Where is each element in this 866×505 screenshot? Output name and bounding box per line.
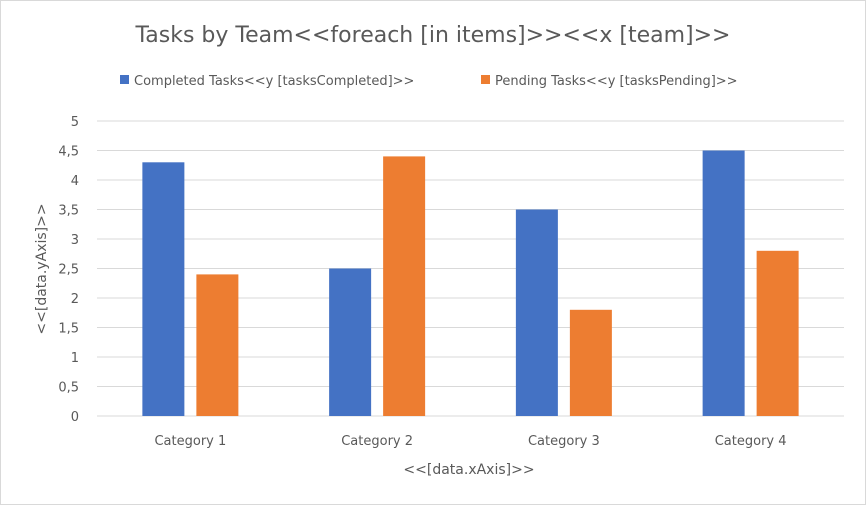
x-tick-label: Category 2 (341, 434, 413, 449)
legend-label-pending: Pending Tasks<<y [tasksPending]>> (495, 74, 738, 89)
bar-series-2-category-4 (756, 250, 799, 416)
y-axis-title: <<[data.yAxis]>> (34, 203, 50, 334)
bar-series-1-category-1 (142, 162, 185, 416)
x-axis-title: <<[data.xAxis]>> (403, 462, 534, 478)
legend-label-completed: Completed Tasks<<y [tasksCompleted]>> (134, 74, 414, 89)
y-tick-label: 1,5 (58, 322, 79, 337)
y-tick-label: 0 (71, 410, 79, 425)
y-tick-label: 1 (71, 351, 79, 366)
x-tick-label: Category 3 (528, 434, 600, 449)
legend-swatch-completed (120, 75, 129, 84)
y-tick-label: 0,5 (58, 381, 79, 396)
y-tick-label: 2,5 (58, 263, 79, 278)
bar-series-2-category-3 (569, 309, 612, 416)
y-tick-label: 4 (71, 174, 79, 189)
bar-series-2-category-2 (383, 156, 426, 416)
x-tick-label: Category 4 (715, 434, 787, 449)
bar-series-1-category-4 (702, 150, 745, 416)
y-tick-label: 3 (71, 233, 79, 248)
legend-swatch-pending (481, 75, 490, 84)
legend: Completed Tasks<<y [tasksCompleted]>> Pe… (120, 74, 738, 89)
x-tick-label: Category 1 (154, 434, 226, 449)
x-axis-tick-labels: Category 1 Category 2 Category 3 Category 4 (154, 434, 786, 449)
chart-title: Tasks by Team<<foreach [in items]>><<x [… (135, 23, 731, 48)
y-axis-tick-labels: 0 0,5 1 1,5 2 2,5 3 3,5 4 4,5 5 (58, 115, 79, 425)
bar-series-1-category-3 (515, 209, 558, 416)
bar-series-1-category-2 (329, 268, 372, 416)
bar-series-2-category-1 (196, 274, 239, 416)
y-tick-label: 2 (71, 292, 79, 307)
y-tick-label: 4,5 (58, 145, 79, 160)
y-tick-label: 3,5 (58, 204, 79, 219)
y-tick-label: 5 (71, 115, 79, 130)
bars (142, 150, 799, 416)
